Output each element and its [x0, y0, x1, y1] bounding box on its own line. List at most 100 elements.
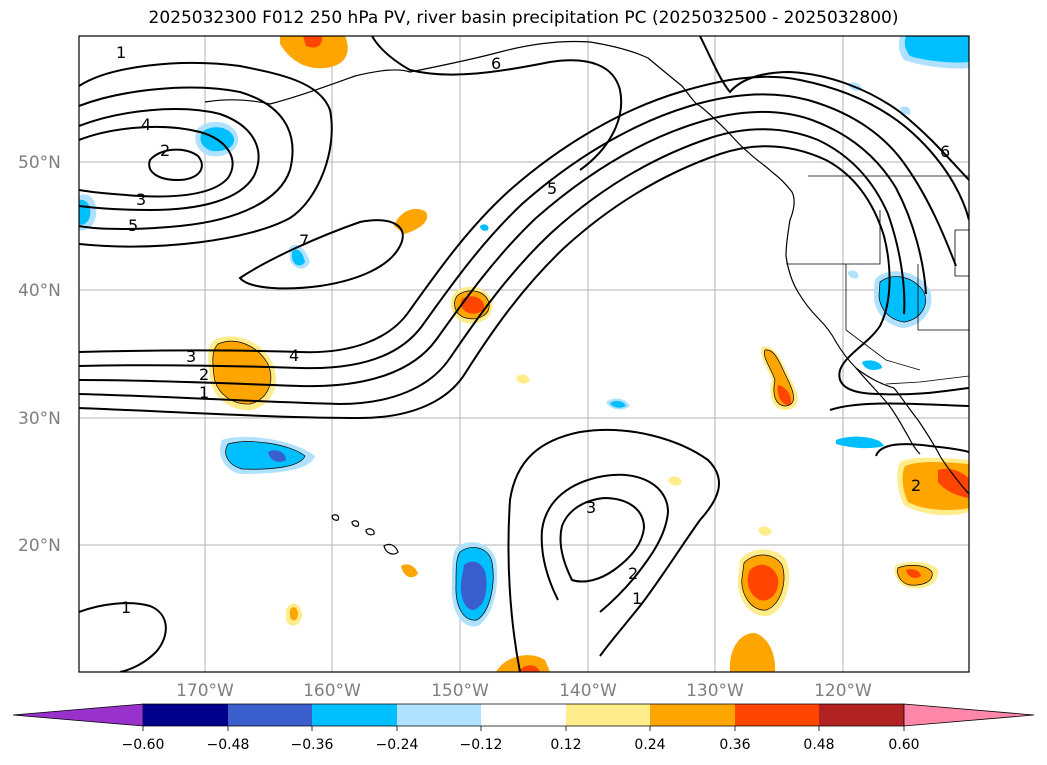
positive-anomaly — [401, 564, 418, 578]
contour-label: 3 — [136, 190, 146, 209]
colorbar-ticks — [142, 726, 905, 731]
contour-line — [559, 496, 646, 583]
contour-label: 7 — [299, 231, 309, 250]
positive-anomaly — [777, 385, 792, 406]
contour-labels: 1 4 2 3 5 7 6 5 4 3 2 1 3 2 1 2 6 1 — [116, 43, 950, 617]
colorbar-tick-label: −0.48 — [207, 737, 250, 753]
contour-label: 5 — [128, 216, 138, 235]
shading-outlines — [212, 276, 933, 621]
colorbar-segment — [143, 704, 228, 726]
contour-label: 1 — [116, 43, 126, 62]
contour-line — [79, 110, 927, 388]
map-title: 2025032300 F012 250 hPa PV, river basin … — [148, 8, 899, 28]
contour-line — [79, 128, 906, 406]
colorbar-segment — [228, 704, 312, 726]
positive-anomaly — [303, 36, 323, 48]
negative-anomaly — [904, 36, 969, 63]
contour-label: 4 — [141, 115, 151, 134]
contour-line — [507, 428, 720, 672]
colorbar-extend-left — [12, 703, 144, 727]
positive-anomaly — [280, 36, 348, 69]
contour-label: 2 — [199, 365, 209, 384]
colorbar-segment — [650, 704, 735, 726]
pv-contours — [79, 36, 969, 672]
contour-line — [371, 36, 623, 171]
colorbar-extend-right — [903, 703, 1035, 727]
contour-line — [79, 86, 294, 230]
colorbar-tick-label: 0.48 — [803, 737, 834, 753]
colorbar-segment — [566, 704, 650, 726]
contour-label: 3 — [186, 347, 196, 366]
contour-line — [148, 148, 203, 182]
colorbar-tick-label: 0.12 — [550, 737, 581, 753]
negative-anomaly — [848, 270, 859, 279]
contour-line — [540, 473, 670, 613]
contour-label: 5 — [547, 179, 557, 198]
negative-anomaly — [292, 249, 305, 266]
positive-anomaly — [290, 607, 298, 621]
oahu-island — [351, 520, 360, 527]
alaska-coast — [269, 40, 701, 107]
contour-line — [238, 219, 404, 290]
colorbar-segment — [481, 704, 566, 726]
hawaii-island — [383, 543, 399, 555]
contour-label: 1 — [199, 383, 209, 402]
contour-line — [79, 75, 969, 354]
positive-anomaly — [518, 665, 540, 672]
contour-label: 3 — [586, 498, 596, 517]
negative-anomaly — [460, 561, 487, 610]
colorbar-segment — [735, 704, 819, 726]
positive-anomaly — [394, 208, 428, 234]
positive-anomaly — [906, 569, 921, 578]
positive-anomaly — [747, 564, 779, 601]
contour-line — [699, 36, 969, 181]
positive-anomaly — [212, 341, 271, 405]
maui-island — [365, 528, 375, 536]
mexico-coast — [939, 455, 969, 495]
contour-label: 6 — [940, 142, 950, 161]
lon-label: 170°W — [176, 681, 234, 701]
colorbar-tick-label: 0.36 — [719, 737, 750, 753]
contour-line — [829, 402, 969, 411]
precipitation-shading — [79, 36, 969, 672]
negative-anomaly — [836, 436, 884, 449]
lat-label: 40°N — [18, 281, 61, 301]
negative-anomaly — [480, 224, 489, 231]
contour-label: 4 — [289, 346, 299, 365]
contour-line — [79, 93, 957, 370]
lon-label: 130°W — [686, 681, 744, 701]
contour-label: 1 — [632, 589, 642, 608]
colorbar: −0.60 −0.48 −0.36 −0.24 −0.12 0.12 0.24 … — [12, 703, 1035, 753]
contour-label: 1 — [121, 598, 131, 617]
colorbar-segment — [819, 704, 904, 726]
colorbar-segment — [312, 704, 397, 726]
colorbar-tick-label: 0.24 — [634, 737, 665, 753]
negative-anomaly — [862, 360, 882, 370]
lon-label: 120°W — [814, 681, 872, 701]
positive-anomaly — [668, 476, 682, 486]
colorbar-segment — [397, 704, 481, 726]
us-west-coast — [785, 255, 895, 389]
negative-anomaly — [879, 276, 926, 322]
us-mexico-border — [885, 375, 969, 385]
contour-line — [79, 61, 333, 248]
positive-anomaly — [460, 296, 485, 314]
state-border — [845, 329, 921, 371]
contour-label: 2 — [160, 141, 170, 160]
contour-line — [79, 145, 969, 420]
contour-label: 2 — [911, 476, 921, 495]
positive-anomaly — [758, 526, 772, 536]
contour-line — [79, 602, 167, 672]
lat-label: 30°N — [18, 409, 61, 429]
lon-label: 140°W — [559, 681, 617, 701]
contour-line — [79, 108, 260, 212]
contour-line — [875, 443, 969, 457]
contour-line — [79, 125, 234, 198]
gridlines — [79, 36, 969, 672]
contour-label: 6 — [491, 54, 501, 73]
positive-anomaly — [516, 374, 530, 384]
state-border — [786, 210, 881, 265]
lon-label: 150°W — [431, 681, 489, 701]
negative-anomaly — [268, 450, 286, 462]
